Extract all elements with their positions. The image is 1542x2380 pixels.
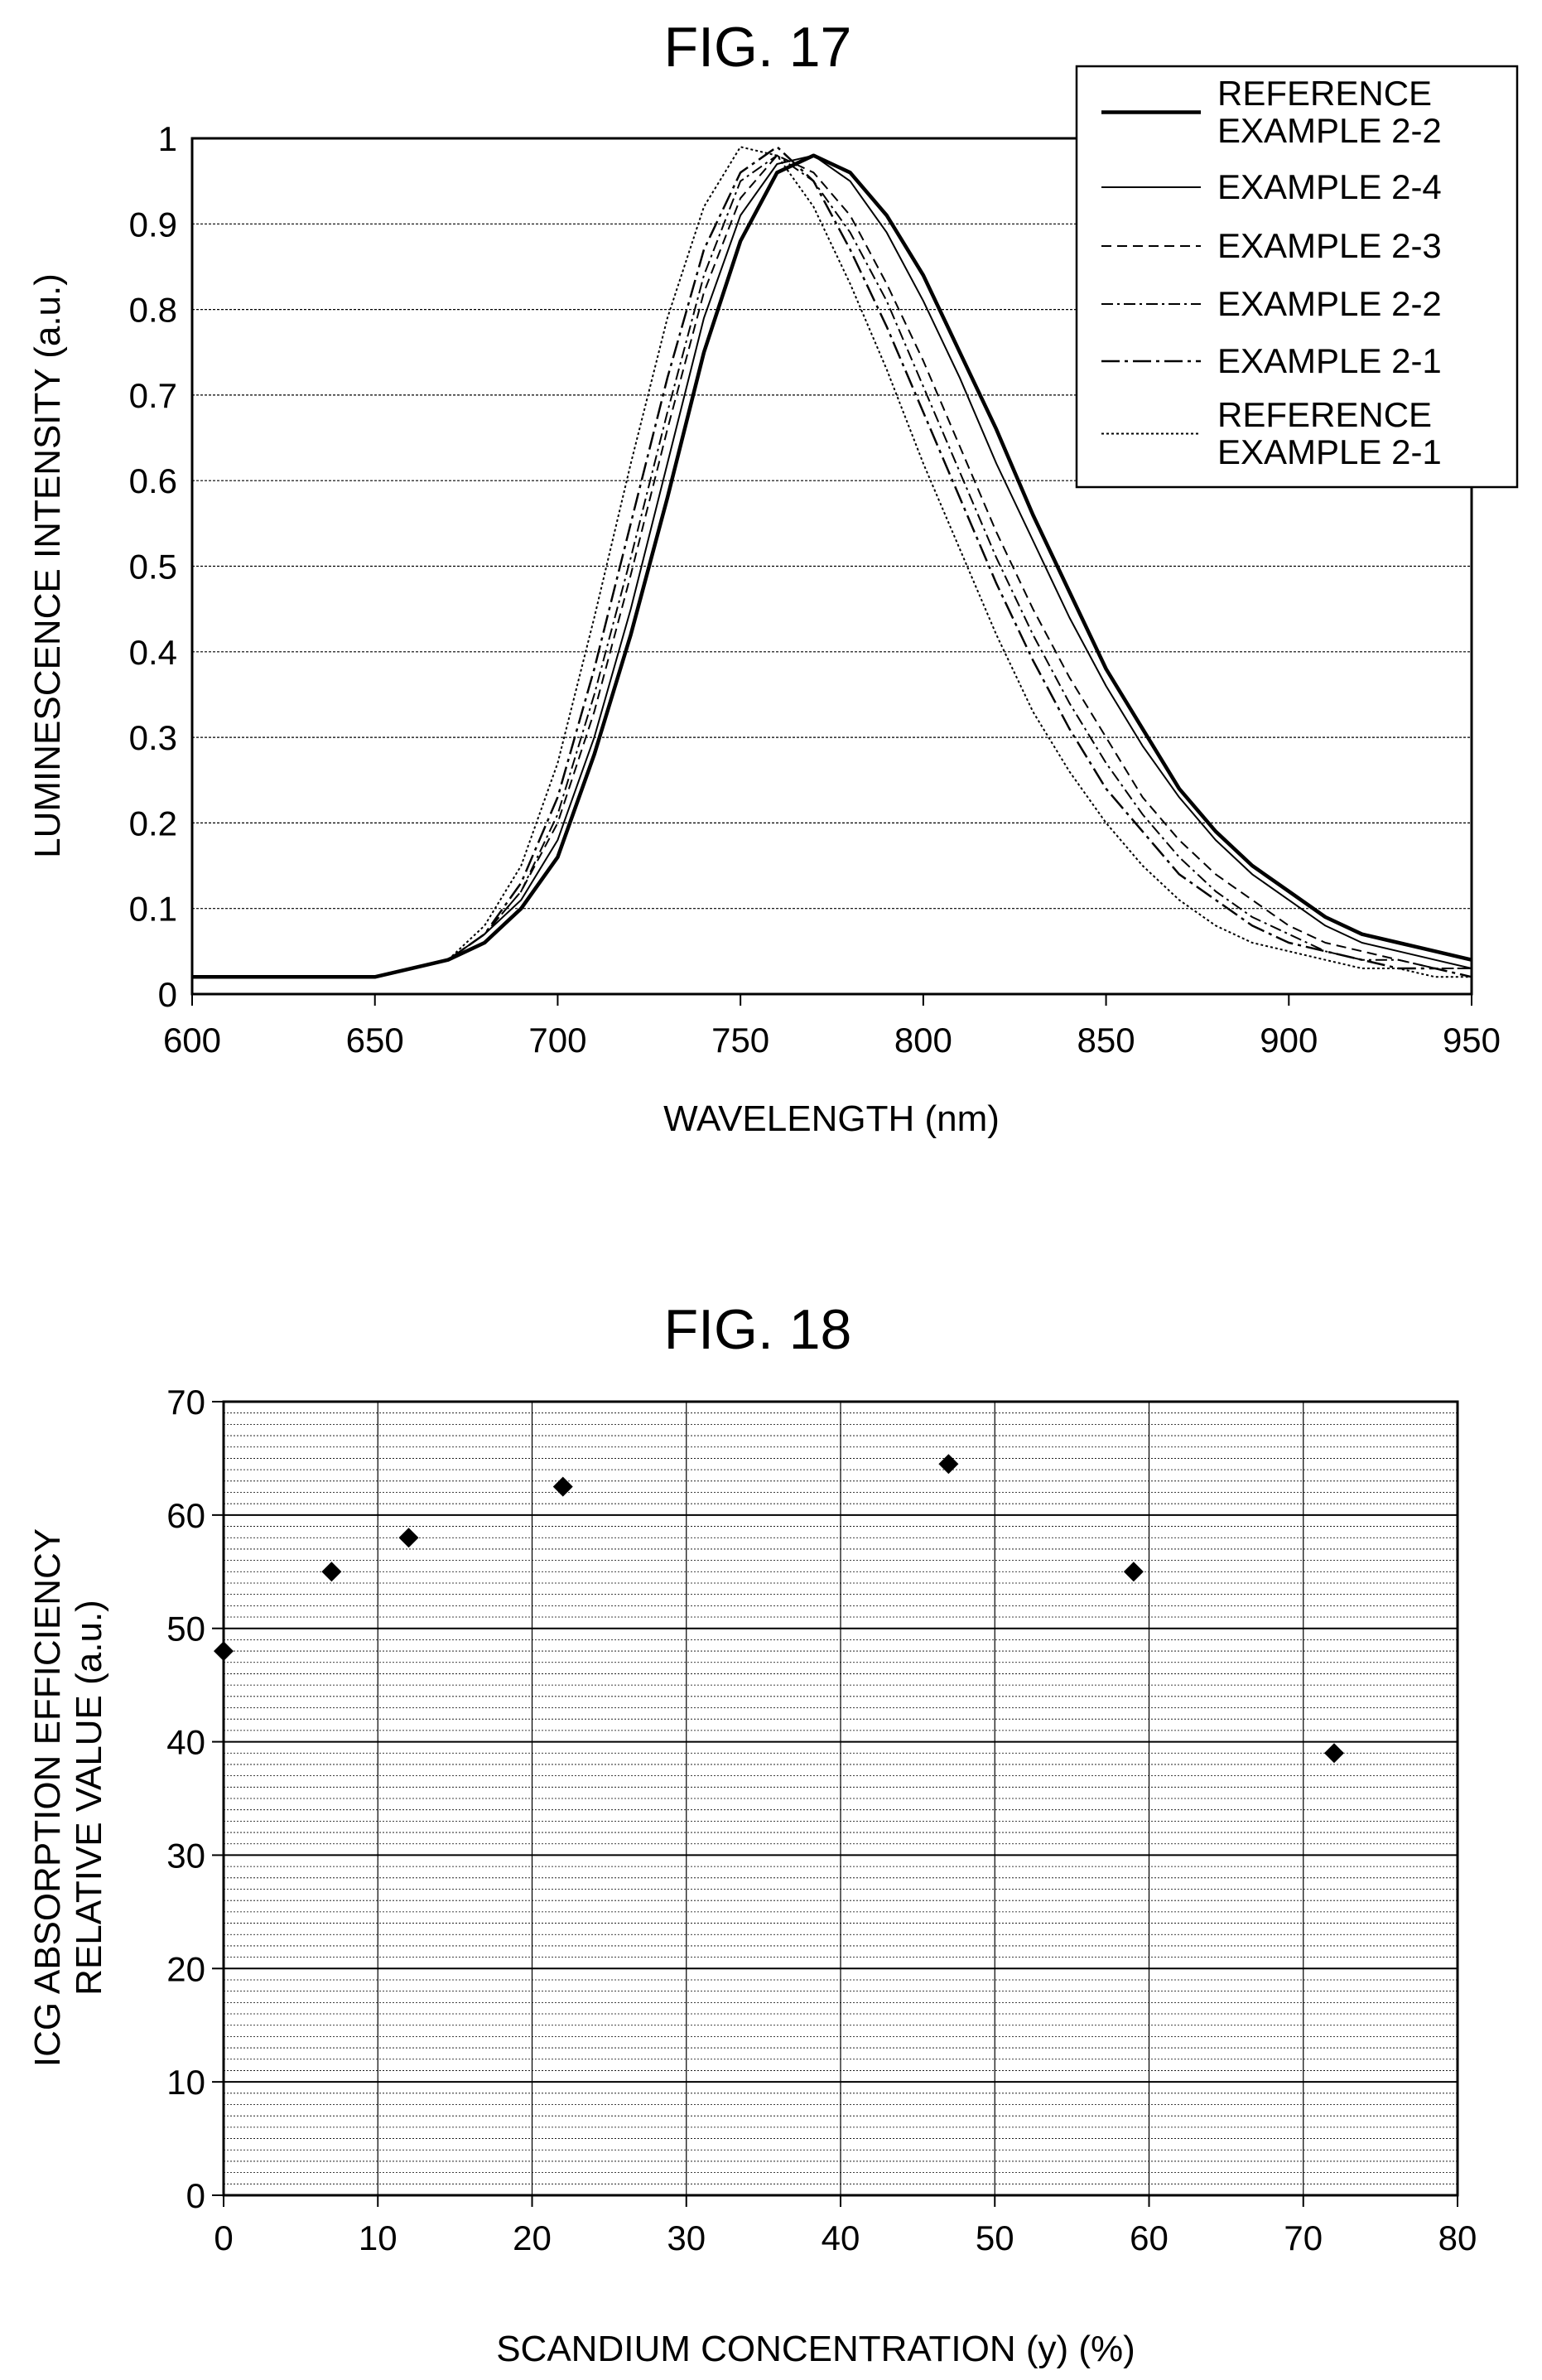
fig17-y-tick-label: 0.8 [129,291,177,330]
fig17-plot-frame [190,137,1473,996]
fig17-legend-label: EXAMPLE 2-1 [1217,432,1442,471]
fig17-legend-label: EXAMPLE 2-2 [1217,284,1442,323]
fig18-x-tick-label: 20 [513,2218,552,2257]
fig17-x-tick-label: 950 [1443,1021,1501,1060]
fig18-y-axis-label-line2: RELATIVE VALUE (a.u.) [69,1600,109,1996]
fig18-x-tick-label: 70 [1284,2218,1323,2257]
fig17-chart: FIG. 17 0 0.1 0.2 0.3 0.4 0.5 0.6 0.7 0.8 0.9 1 60… [27,16,1519,1139]
fig18-x-tick-label: 40 [822,2218,860,2257]
fig17-series-line-3 [192,154,1472,978]
fig17-x-tick-labels: 600 650 700 750 800 850 900 950 [163,994,1501,1060]
fig17-y-tick-label: 0.7 [129,376,177,415]
fig18-y-axis-label-line1: ICG ABSORPTION EFFICIENCY [27,1528,68,2067]
fig17-x-tick-label: 650 [346,1021,404,1060]
fig17-y-tick-label: 0.5 [129,548,177,587]
fig18-x-tick-label: 50 [976,2218,1014,2257]
fig17-series-line-4 [192,154,1472,978]
fig17-legend-label: EXAMPLE 2-1 [1217,341,1442,380]
fig17-legend-label: EXAMPLE 2-3 [1217,226,1442,265]
fig17-series-group [192,146,1472,979]
fig17-x-tick-label: 900 [1260,1021,1318,1060]
fig17-y-tick-labels: 0 0.1 0.2 0.3 0.4 0.5 0.6 0.7 0.8 0.9 1 [129,119,177,1014]
fig18-y-tick-label: 10 [166,2063,205,2102]
fig17-x-tick-label: 850 [1077,1021,1135,1060]
fig17-title: FIG. 17 [664,16,852,79]
fig17-x-axis-label: WAVELENGTH (nm) [663,1098,1000,1139]
fig18-data-point [398,1528,419,1548]
fig17-y-tick-label: 0.2 [129,804,177,842]
fig18-y-tick-label: 40 [166,1723,205,1762]
fig17-x-tick-label: 600 [163,1021,221,1060]
fig17-x-tick-label: 700 [528,1021,586,1060]
fig17-series-line-5 [192,146,1472,978]
fig17-legend-label: REFERENCE [1217,74,1432,113]
fig17-gridlines [192,223,1472,910]
fig17-y-tick-label: 0 [158,975,177,1014]
fig17-y-tick-label: 0.6 [129,461,177,500]
fig18-data-point [938,1454,959,1475]
fig18-title: FIG. 18 [664,1298,852,1361]
fig18-data-point [1123,1562,1144,1582]
fig18-x-tick-labels: 0 10 20 30 40 50 60 70 80 [214,2195,1477,2257]
fig18-x-tick-label: 60 [1130,2218,1169,2257]
fig18-y-tick-label: 20 [166,1949,205,1988]
fig18-y-tick-label: 50 [166,1610,205,1649]
fig18-x-tick-label: 10 [359,2218,398,2257]
fig17-legend-box [1075,65,1519,489]
fig17-y-tick-label: 1 [158,119,177,158]
fig18-chart: FIG. 18 0 10 20 30 40 50 60 70 0 10 20 30 40 50 60 70 8… [27,1298,1477,2369]
fig17-y-tick-label: 0.9 [129,205,177,244]
fig17-series-line-2 [192,154,1472,978]
fig17-legend-label: EXAMPLE 2-2 [1217,111,1442,150]
fig18-data-point [321,1562,342,1582]
fig17-series-line-1 [192,153,1472,979]
fig18-y-tick-label: 30 [166,1836,205,1875]
fig18-y-tick-label: 70 [166,1383,205,1422]
fig17-x-tick-label: 800 [894,1021,952,1060]
fig18-y-tick-labels: 0 10 20 30 40 50 60 70 [166,1383,224,2215]
fig18-data-point [1324,1743,1344,1764]
fig18-points-group [214,1454,1344,1764]
fig17-y-axis-label: LUMINESCENCE INTENSITY (a.u.) [27,273,68,858]
fig18-y-tick-label: 60 [166,1496,205,1535]
fig17-series-line-6 [192,146,1472,978]
fig18-x-tick-label: 0 [214,2218,233,2257]
fig17-y-tick-label: 0.1 [129,890,177,929]
fig17-legend-label: EXAMPLE 2-4 [1217,167,1442,206]
fig18-data-point [214,1641,234,1662]
fig17-x-tick-label: 750 [711,1021,769,1060]
fig17-legend-label: REFERENCE [1217,395,1432,434]
fig18-x-axis-label: SCANDIUM CONCENTRATION (y) (%) [496,2329,1135,2369]
fig18-gridlines [223,1401,1458,2196]
fig18-data-point [552,1476,573,1497]
fig18-y-tick-label: 0 [186,2176,205,2215]
fig18-x-tick-label: 30 [667,2218,706,2257]
fig18-y-axis-label: ICG ABSORPTION EFFICIENCY RELATIVE VALUE… [27,1528,109,2067]
fig17-y-tick-label: 0.3 [129,718,177,757]
fig18-x-tick-label: 80 [1438,2218,1477,2257]
fig17-y-tick-label: 0.4 [129,633,177,672]
